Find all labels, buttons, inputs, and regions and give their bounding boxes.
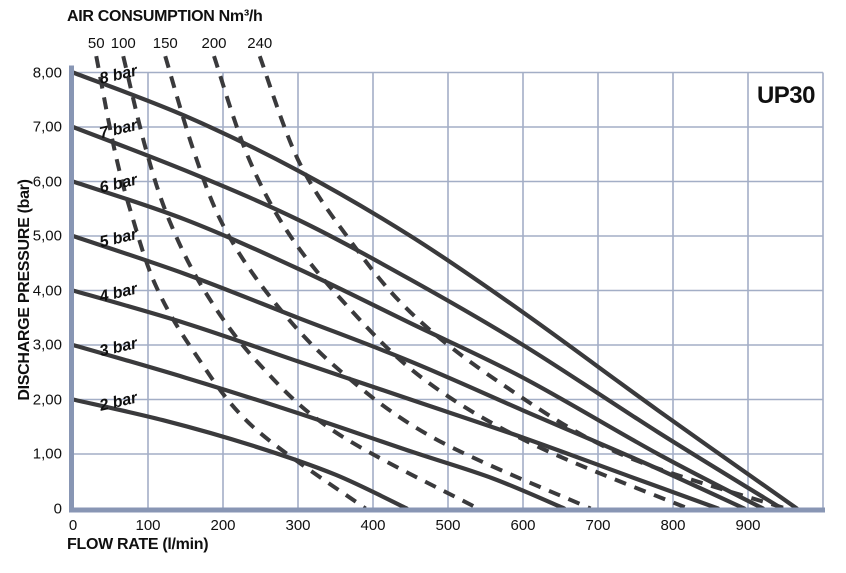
x-tick-label-200: 200 [210, 517, 236, 534]
x-tick-label-100: 100 [135, 517, 161, 534]
air-consumption-title: AIR CONSUMPTION Nm³/h [67, 8, 263, 25]
y-tick-label-6: 6,00 [32, 173, 62, 190]
y-tick-label-5: 5,00 [32, 227, 62, 245]
y-tick-label-0: 0 [53, 500, 62, 517]
x-tick-label-0: 0 [68, 517, 78, 534]
y-tick-label-8: 8,00 [32, 64, 62, 81]
x-tick-label-400: 400 [360, 517, 386, 534]
y-tick-label-4: 4,00 [32, 282, 62, 299]
curve-label-6-bar: 6 bar [98, 171, 140, 196]
air-tick-label-50: 50 [87, 35, 105, 52]
air-tick-label-200: 200 [201, 35, 227, 52]
air-tick-label-100: 100 [110, 35, 136, 52]
pressure-curve-3-bar [70, 342, 567, 511]
x-tick-label-900: 900 [735, 517, 761, 534]
gridlines [73, 71, 824, 509]
air-curve-200 [212, 55, 689, 511]
air-curve-50 [94, 55, 367, 511]
y-tick-label-1: 1,00 [32, 445, 62, 463]
model-label: UP30 [756, 82, 816, 109]
y-tick-label-7: 7,00 [32, 118, 62, 136]
x-tick-label-500: 500 [435, 517, 461, 534]
x-tick-label-600: 600 [510, 517, 536, 534]
air-tick-label-240: 240 [247, 35, 273, 52]
x-tick-label-700: 700 [585, 517, 611, 534]
x-axis-title: FLOW RATE (l/min) [67, 536, 209, 553]
curve-label-7-bar: 7 bar [98, 117, 140, 142]
air-tick-label-150: 150 [152, 35, 178, 52]
air-curve-100 [121, 55, 479, 511]
pressure-curve-5-bar [70, 233, 747, 511]
axes [69, 65, 825, 513]
pressure-curve-6-bar [70, 179, 766, 511]
curve-label-5-bar: 5 bar [98, 226, 140, 251]
pressure-curve-8-bar [70, 70, 799, 511]
pressure-curve-7-bar [70, 124, 784, 511]
pressure-curve-4-bar [70, 288, 721, 511]
pressure-curve-2-bar [70, 397, 409, 511]
x-tick-label-300: 300 [285, 517, 311, 534]
x-tick-label-800: 800 [660, 517, 686, 534]
y-tick-label-2: 2,00 [32, 391, 62, 408]
y-tick-label-3: 3,00 [32, 336, 62, 354]
pressure-curves [70, 70, 799, 511]
curve-label-8-bar: 8 bar [98, 62, 140, 87]
